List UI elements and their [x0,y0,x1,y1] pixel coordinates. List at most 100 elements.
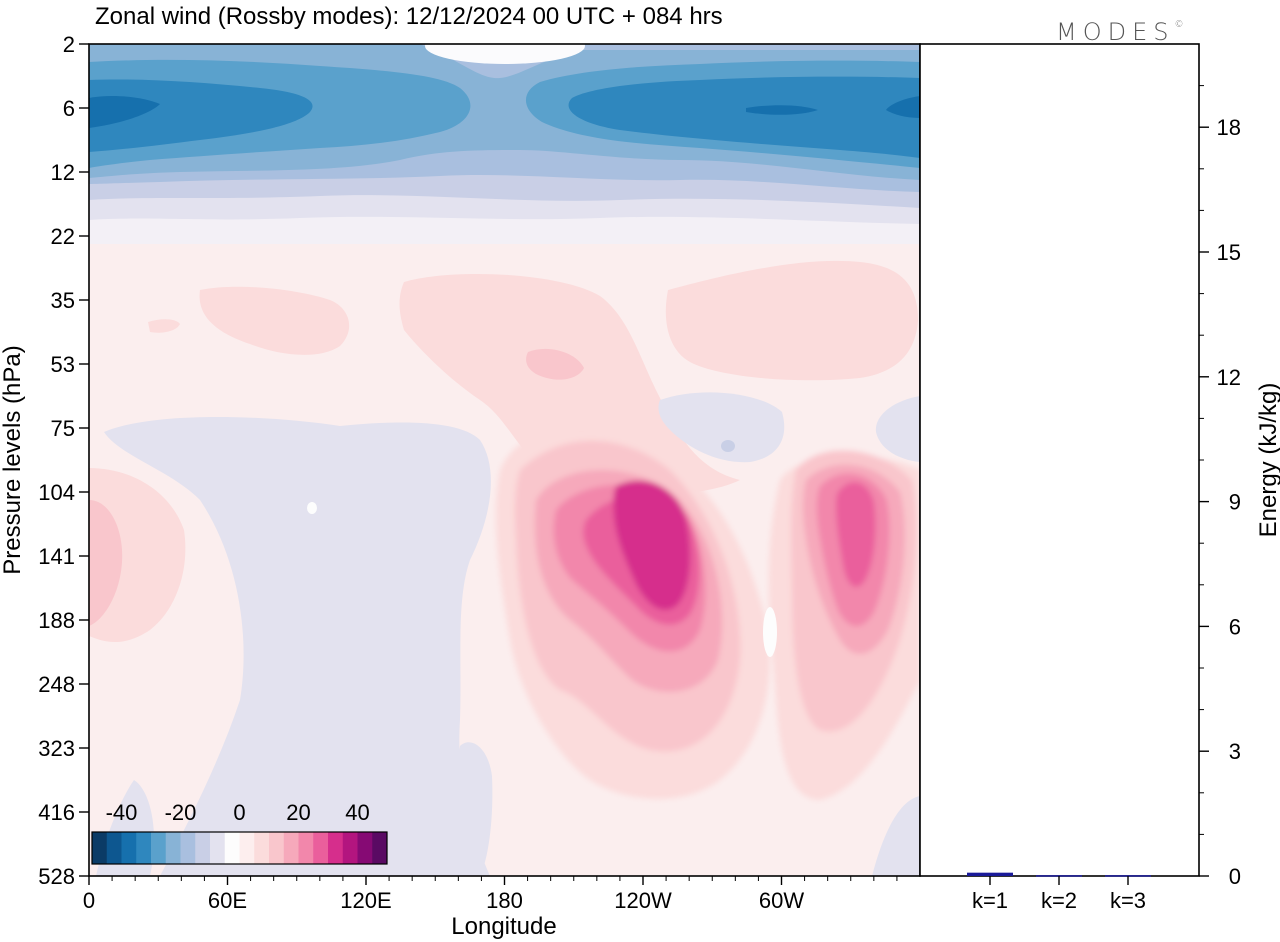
contour-white-spot-75 [721,440,735,452]
y-tick-label: 141 [38,544,75,569]
y-tick-label: 104 [38,480,75,505]
chart-title: Zonal wind (Rossby modes): 12/12/2024 00… [95,3,723,30]
colorbar-cell [210,832,226,864]
contour-mid-blob-west [199,286,350,355]
pressure-axis: 2 6 12 22 35 53 75 104 141 188 248 323 416 528 [38,32,89,889]
colorbar-cell [136,832,152,864]
contour-band-upper-8c [886,96,920,118]
x-axis-label: Longitude [451,913,556,940]
y-tick-label: 75 [51,416,75,441]
colorbar-cell [254,832,270,864]
modes-logo-text: MODES [1056,18,1175,46]
y-tick-label: 22 [51,224,75,249]
colorbar-cell [180,832,196,864]
energy-category-label: k=2 [1041,888,1077,913]
colorbar-tick-labels: -40 -20 0 20 40 [106,800,370,825]
energy-bar [1105,875,1151,877]
colorbar-cell [224,832,240,864]
contour-band-upper-8b [746,105,818,115]
colorbar-cell [357,832,373,864]
contour-easterly-right-edge [875,396,920,462]
colorbar-tick-label: -40 [106,800,138,825]
contour-white-spot-120 [307,502,317,514]
contour-central-pink-spot [526,348,584,380]
longitude-axis: 0 60E 120E 180 120W 60W [83,876,898,913]
y-axis-label: Pressure levels (hPa) [0,345,26,574]
colorbar-tick-label: 0 [233,800,245,825]
y-tick-label: 188 [38,608,75,633]
colorbar-tick-label: -20 [165,800,197,825]
contour-easterly-column-180 [455,742,493,876]
colorbar-cell [151,832,167,864]
contour-easterly-sliver [431,532,448,660]
x-tick-label: 120E [340,888,391,913]
contour-band-upper-7b [568,76,920,158]
colorbar-cell [283,832,299,864]
energy-axis: 0 3 6 9 12 15 18 [1199,85,1241,889]
colorbar-cell [298,832,314,864]
contour-jet-core-45w [768,450,920,800]
x-tick-label: 60E [208,888,247,913]
contour-mid-blob-east [665,260,918,381]
contour-easterly-lower-west [104,416,491,876]
energy-axis-label: Energy (kJ/kg) [1255,383,1280,538]
energy-tick-label: 9 [1229,490,1241,515]
colorbar: -40 -20 0 20 40 [91,800,388,865]
energy-tick-label: 3 [1229,739,1241,764]
colorbar-cell [121,832,137,864]
colorbar-tick-label: 20 [286,800,310,825]
colorbar-cell [269,832,285,864]
energy-category-labels: k=1 k=2 k=3 [972,876,1146,913]
y-tick-label: 528 [38,864,75,889]
energy-category-label: k=3 [1110,888,1146,913]
y-tick-label: 12 [51,160,75,185]
energy-bars [967,872,1151,877]
colorbar-cell [313,832,329,864]
colorbar-frame [91,831,388,865]
colorbar-cell [92,832,108,864]
energy-category-label: k=1 [972,888,1008,913]
contour-mid-blob-small [148,319,180,333]
energy-tick-label: 12 [1217,365,1241,390]
energy-tick-label: 18 [1217,115,1241,140]
colorbar-cell [106,832,122,864]
energy-tick-label: 15 [1217,240,1241,265]
contour-easterly-bottom-right [872,796,920,876]
y-tick-label: 53 [51,352,75,377]
energy-tick-label: 6 [1229,614,1241,639]
y-tick-label: 416 [38,800,75,825]
contour-left-edge-westerly-1 [89,468,186,643]
colorbar-cell [239,832,255,864]
x-tick-label: 0 [83,888,95,913]
y-tick-label: 248 [38,672,75,697]
y-tick-label: 323 [38,736,75,761]
energy-bar [967,872,1013,876]
contour-band-upper-7 [89,79,313,152]
colorbar-tick-label: 40 [345,800,369,825]
y-tick-label: 35 [51,288,75,313]
x-tick-label: 120W [614,888,672,913]
colorbar-cell [195,832,211,864]
colorbar-cell [328,832,344,864]
colorbar-cell [165,832,181,864]
contour-left-edge-westerly-2 [89,500,123,626]
contour-top-white-cap [425,44,585,64]
contour-easterly-mid-east [658,392,785,463]
heatmap-plot-area [89,44,920,876]
colorbar-cell [372,832,388,864]
modes-logo: MODES© [1056,18,1183,46]
contour-band-upper-8 [89,96,160,128]
y-tick-label: 2 [63,32,75,57]
energy-bar [1036,875,1082,877]
x-tick-label: 180 [486,888,523,913]
x-tick-label: 60W [759,888,804,913]
contour-jet-core-120w [495,427,770,799]
contour-central-pink-column [399,273,740,495]
energy-panel-frame [919,43,1200,877]
contour-white-spot-188 [763,607,777,657]
y-tick-label: 6 [63,96,75,121]
modes-logo-mark: © [1174,20,1184,30]
colorbar-cells [92,832,388,864]
colorbar-cell [342,832,358,864]
